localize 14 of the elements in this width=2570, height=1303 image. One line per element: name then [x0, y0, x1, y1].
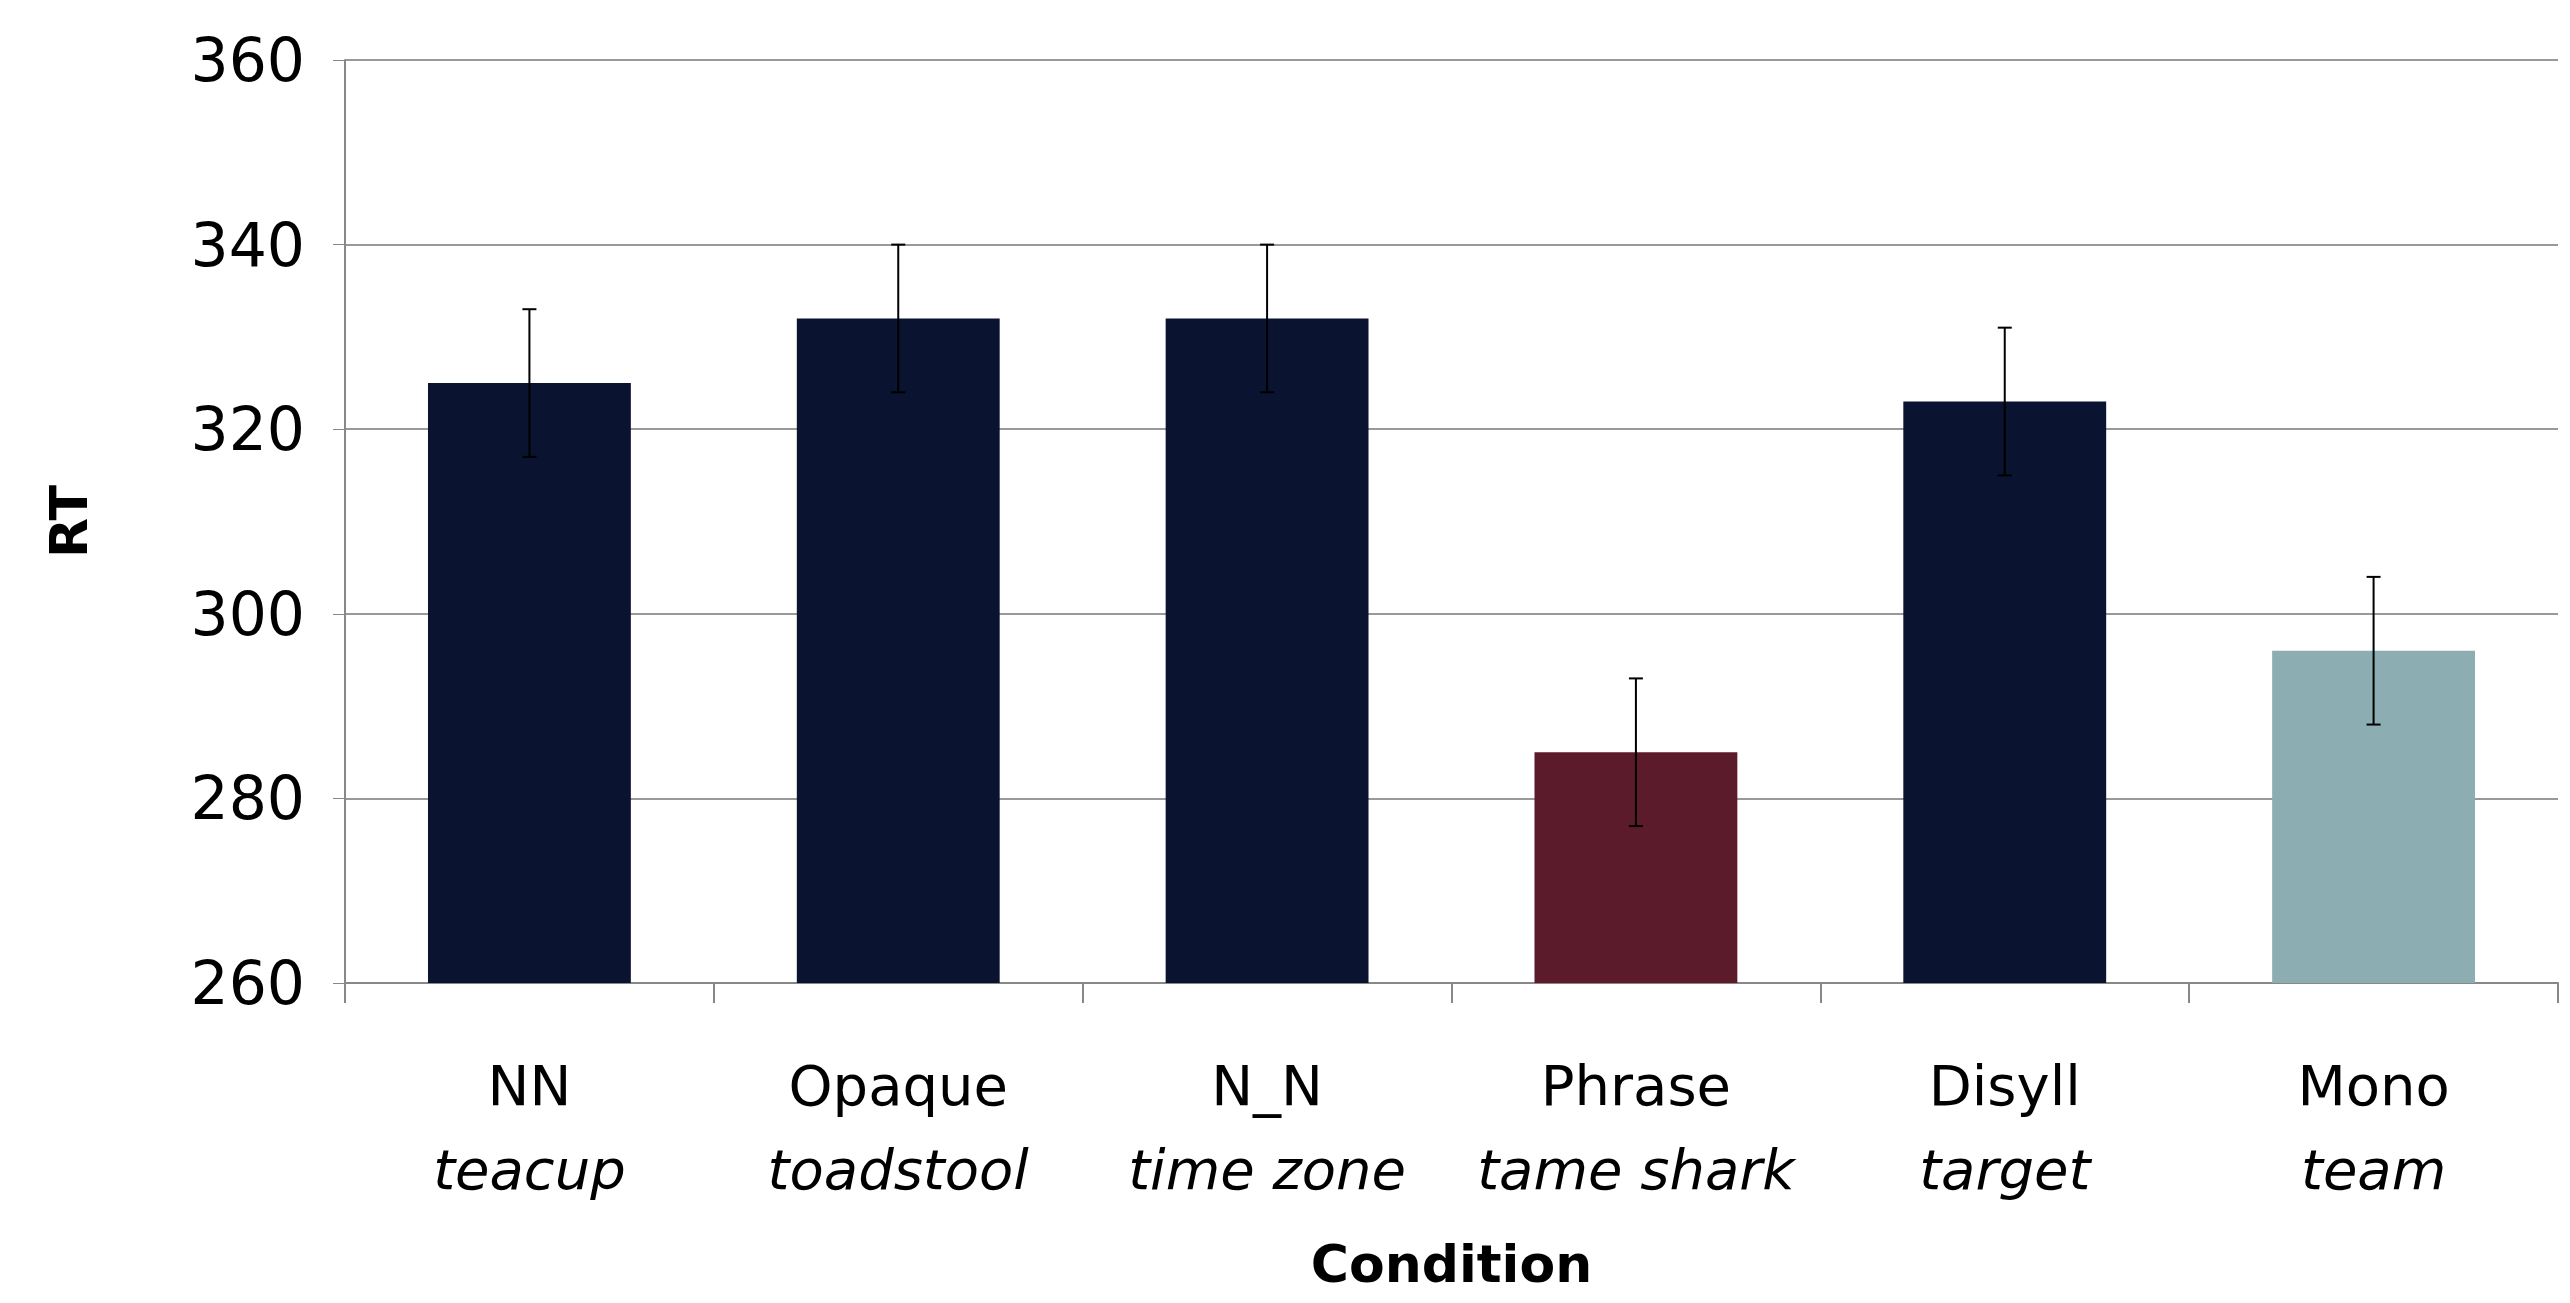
- x-tick-label: N_N time zone: [1128, 1052, 1407, 1202]
- y-tick-label: 280: [190, 763, 305, 834]
- x-tick-label: Mono team: [2297, 1052, 2450, 1202]
- x-axis-title: Condition: [1310, 1234, 1593, 1294]
- y-tick-label: 360: [190, 25, 305, 95]
- y-tick-label: 300: [190, 578, 305, 649]
- y-tick-label: 320: [190, 394, 305, 465]
- x-tick-label: Disyll target: [1919, 1052, 2093, 1202]
- x-tick-label: Opaque toadstool: [767, 1052, 1030, 1202]
- x-tick-label: NN teacup: [433, 1052, 626, 1202]
- x-tick-label: Phrase tame shark: [1477, 1052, 1798, 1202]
- y-tick-label: 340: [190, 209, 305, 280]
- y-tick-label: 260: [190, 948, 305, 1018]
- y-axis-title: RT: [39, 484, 99, 559]
